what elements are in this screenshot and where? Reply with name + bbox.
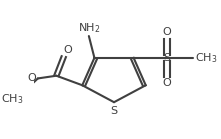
Text: CH$_3$: CH$_3$ — [195, 51, 217, 65]
Text: S: S — [110, 106, 118, 116]
Text: O: O — [163, 78, 171, 88]
Text: CH$_3$: CH$_3$ — [0, 92, 23, 106]
Text: S: S — [163, 53, 171, 63]
Text: O: O — [163, 27, 171, 37]
Text: NH$_2$: NH$_2$ — [78, 21, 100, 35]
Text: O: O — [27, 73, 36, 83]
Text: O: O — [63, 45, 72, 55]
